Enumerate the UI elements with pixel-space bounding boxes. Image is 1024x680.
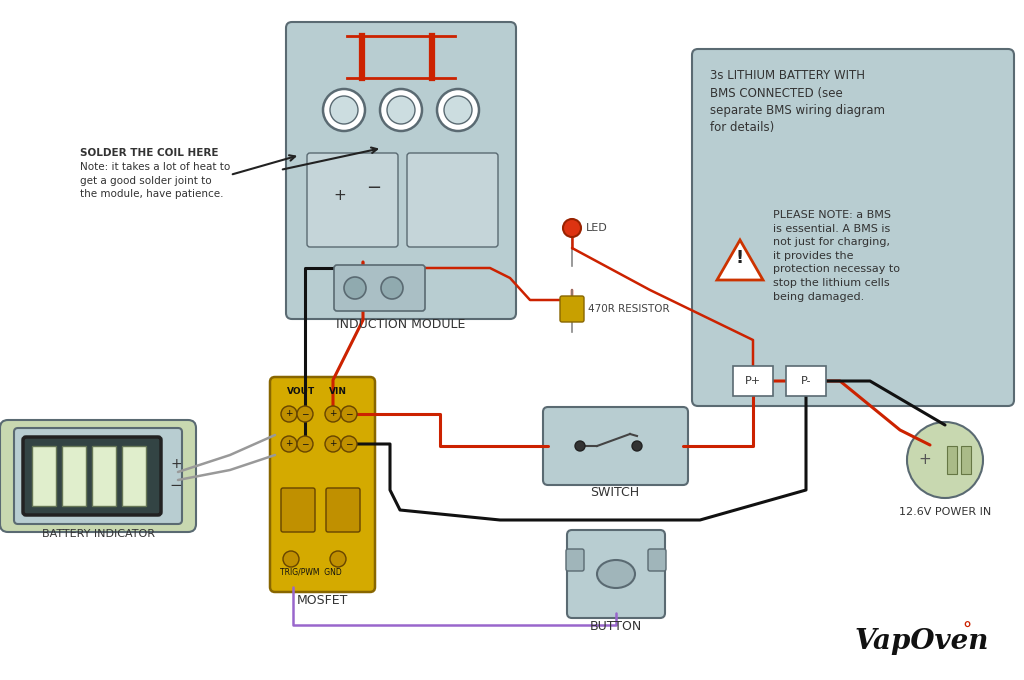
FancyBboxPatch shape: [407, 153, 498, 247]
FancyBboxPatch shape: [0, 420, 196, 532]
FancyBboxPatch shape: [543, 407, 688, 485]
Text: +: +: [334, 188, 346, 203]
Text: +: +: [170, 457, 182, 471]
Text: °: °: [962, 622, 971, 640]
FancyBboxPatch shape: [567, 530, 665, 618]
Text: TRIG/PWM  GND: TRIG/PWM GND: [280, 568, 342, 577]
Circle shape: [380, 89, 422, 131]
Circle shape: [437, 89, 479, 131]
Text: +: +: [286, 409, 293, 418]
Bar: [122, 446, 146, 506]
FancyBboxPatch shape: [23, 437, 161, 515]
Circle shape: [323, 89, 365, 131]
Circle shape: [907, 422, 983, 498]
Text: INDUCTION MODULE: INDUCTION MODULE: [336, 318, 466, 332]
Text: !: !: [736, 249, 744, 267]
Text: PLEASE NOTE: a BMS
is essential. A BMS is
not just for charging,
it provides the: PLEASE NOTE: a BMS is essential. A BMS i…: [773, 210, 900, 302]
Text: SOLDER THE COIL HERE: SOLDER THE COIL HERE: [80, 148, 218, 158]
Circle shape: [283, 551, 299, 567]
Text: 12.6V POWER IN: 12.6V POWER IN: [899, 507, 991, 517]
FancyBboxPatch shape: [307, 153, 398, 247]
Circle shape: [444, 96, 472, 124]
FancyBboxPatch shape: [648, 549, 666, 571]
Text: LED: LED: [586, 223, 608, 233]
FancyBboxPatch shape: [270, 377, 375, 592]
Circle shape: [563, 219, 581, 237]
Text: −: −: [301, 439, 309, 449]
Circle shape: [344, 277, 366, 299]
Text: −: −: [301, 409, 309, 418]
Circle shape: [330, 96, 358, 124]
Text: +: +: [919, 452, 932, 468]
FancyBboxPatch shape: [566, 549, 584, 571]
Text: Note: it takes a lot of heat to
get a good solder joint to
the module, have pati: Note: it takes a lot of heat to get a go…: [80, 162, 230, 199]
Text: BATTERY INDICATOR: BATTERY INDICATOR: [42, 529, 155, 539]
Circle shape: [330, 551, 346, 567]
Polygon shape: [717, 240, 763, 280]
Circle shape: [297, 406, 313, 422]
Bar: [92, 446, 116, 506]
Text: −: −: [345, 439, 352, 449]
Text: P-: P-: [801, 376, 811, 386]
Circle shape: [341, 436, 357, 452]
FancyBboxPatch shape: [281, 488, 315, 532]
Text: P+: P+: [744, 376, 761, 386]
FancyBboxPatch shape: [286, 22, 516, 319]
Text: 470R RESISTOR: 470R RESISTOR: [588, 304, 670, 314]
Bar: [786, 366, 826, 396]
Ellipse shape: [597, 560, 635, 588]
FancyBboxPatch shape: [326, 488, 360, 532]
Circle shape: [632, 441, 642, 451]
FancyBboxPatch shape: [692, 49, 1014, 406]
Text: BUTTON: BUTTON: [590, 620, 642, 634]
Bar: [947, 446, 957, 474]
Text: VOUT: VOUT: [287, 388, 315, 396]
Bar: [733, 366, 773, 396]
FancyBboxPatch shape: [560, 296, 584, 322]
FancyBboxPatch shape: [334, 265, 425, 311]
Text: −: −: [367, 179, 382, 197]
Text: +: +: [330, 409, 337, 418]
Circle shape: [381, 277, 403, 299]
Circle shape: [575, 441, 585, 451]
Text: 3s LITHIUM BATTERY WITH
BMS CONNECTED (see
separate BMS wiring diagram
for detai: 3s LITHIUM BATTERY WITH BMS CONNECTED (s…: [710, 69, 885, 135]
Text: −: −: [170, 479, 182, 494]
Text: +: +: [330, 439, 337, 449]
Circle shape: [297, 436, 313, 452]
Text: +: +: [286, 439, 293, 449]
Text: VIN: VIN: [329, 388, 347, 396]
Text: SWITCH: SWITCH: [591, 486, 640, 500]
Text: −: −: [345, 409, 352, 418]
Circle shape: [341, 406, 357, 422]
Text: MOSFET: MOSFET: [296, 594, 348, 607]
FancyBboxPatch shape: [14, 428, 182, 524]
Circle shape: [281, 406, 297, 422]
Bar: [62, 446, 86, 506]
Text: VapOven: VapOven: [855, 628, 989, 655]
Circle shape: [281, 436, 297, 452]
Circle shape: [325, 436, 341, 452]
Circle shape: [325, 406, 341, 422]
Circle shape: [387, 96, 415, 124]
Bar: [961, 446, 971, 474]
Bar: [32, 446, 56, 506]
